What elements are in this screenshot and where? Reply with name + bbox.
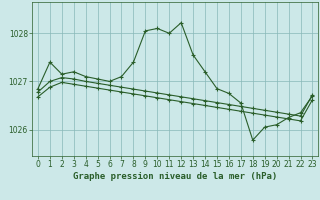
X-axis label: Graphe pression niveau de la mer (hPa): Graphe pression niveau de la mer (hPa) (73, 172, 277, 181)
